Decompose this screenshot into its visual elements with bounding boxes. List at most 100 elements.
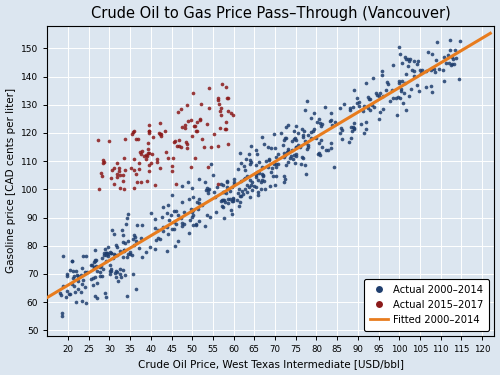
Point — [106, 268, 114, 274]
Point — [178, 199, 186, 205]
Point — [364, 96, 372, 102]
Point — [290, 128, 298, 134]
Point — [124, 251, 132, 257]
Point — [188, 184, 196, 190]
Point — [122, 221, 130, 227]
Point — [447, 62, 455, 68]
Point — [355, 99, 363, 105]
Point — [106, 249, 114, 255]
Point — [116, 172, 124, 178]
Point — [307, 135, 315, 141]
Point — [224, 141, 232, 147]
Point — [245, 151, 253, 157]
Point — [350, 120, 358, 126]
Point — [187, 117, 195, 123]
Point — [233, 197, 241, 203]
Point — [224, 95, 232, 101]
Point — [102, 252, 110, 258]
Point — [216, 108, 224, 114]
Point — [130, 167, 138, 173]
Point — [379, 106, 387, 112]
Point — [146, 243, 154, 249]
Point — [186, 217, 194, 223]
Point — [399, 100, 407, 106]
Point — [135, 244, 143, 250]
Point — [230, 176, 237, 181]
Point — [151, 182, 159, 188]
Point — [156, 165, 164, 171]
Point — [394, 81, 402, 87]
Point — [204, 190, 212, 196]
Point — [196, 116, 204, 122]
Point — [102, 258, 110, 264]
Point — [362, 80, 370, 86]
Point — [350, 124, 358, 130]
Point — [402, 71, 410, 77]
Point — [138, 222, 146, 228]
Point — [220, 199, 228, 205]
Point — [152, 216, 160, 222]
Point — [362, 118, 370, 124]
Point — [318, 138, 326, 144]
Point — [214, 143, 222, 149]
Point — [234, 166, 242, 172]
Point — [350, 125, 358, 131]
Point — [172, 208, 180, 214]
Point — [353, 95, 361, 101]
Point — [280, 142, 287, 148]
Point — [131, 234, 139, 240]
Point — [265, 156, 273, 162]
Point — [80, 284, 88, 290]
Point — [246, 194, 254, 200]
Point — [324, 147, 332, 153]
Point — [431, 69, 439, 75]
Point — [106, 268, 114, 274]
Point — [180, 122, 188, 128]
Point — [56, 291, 64, 297]
Point — [410, 73, 418, 79]
Point — [174, 109, 182, 115]
Point — [372, 90, 380, 96]
Point — [405, 58, 413, 64]
Point — [74, 286, 82, 292]
Point — [220, 197, 228, 203]
Point — [142, 156, 150, 162]
Point — [413, 82, 421, 88]
Point — [284, 159, 292, 165]
Point — [126, 251, 134, 257]
Point — [96, 273, 104, 279]
Point — [336, 130, 344, 136]
Point — [163, 248, 171, 254]
Point — [143, 177, 151, 183]
Point — [312, 135, 320, 141]
Point — [242, 156, 250, 162]
Point — [360, 130, 368, 136]
Point — [124, 254, 132, 260]
Point — [394, 44, 402, 50]
Point — [222, 120, 230, 126]
Point — [281, 135, 289, 141]
Point — [327, 117, 335, 123]
Point — [416, 67, 424, 73]
Point — [198, 136, 206, 142]
Point — [272, 173, 280, 179]
Point — [218, 203, 226, 209]
Point — [98, 255, 106, 261]
Point — [183, 145, 191, 151]
Point — [256, 159, 264, 165]
Point — [78, 277, 86, 283]
Point — [143, 153, 151, 159]
Point — [298, 155, 306, 161]
Point — [120, 239, 128, 245]
Point — [418, 70, 426, 76]
Point — [252, 170, 260, 176]
Point — [248, 178, 256, 184]
Point — [316, 152, 324, 157]
Point — [205, 186, 213, 192]
Point — [304, 146, 312, 152]
Point — [119, 232, 127, 238]
Point — [187, 164, 195, 170]
Point — [287, 153, 295, 159]
Point — [215, 101, 223, 107]
Point — [348, 128, 356, 134]
